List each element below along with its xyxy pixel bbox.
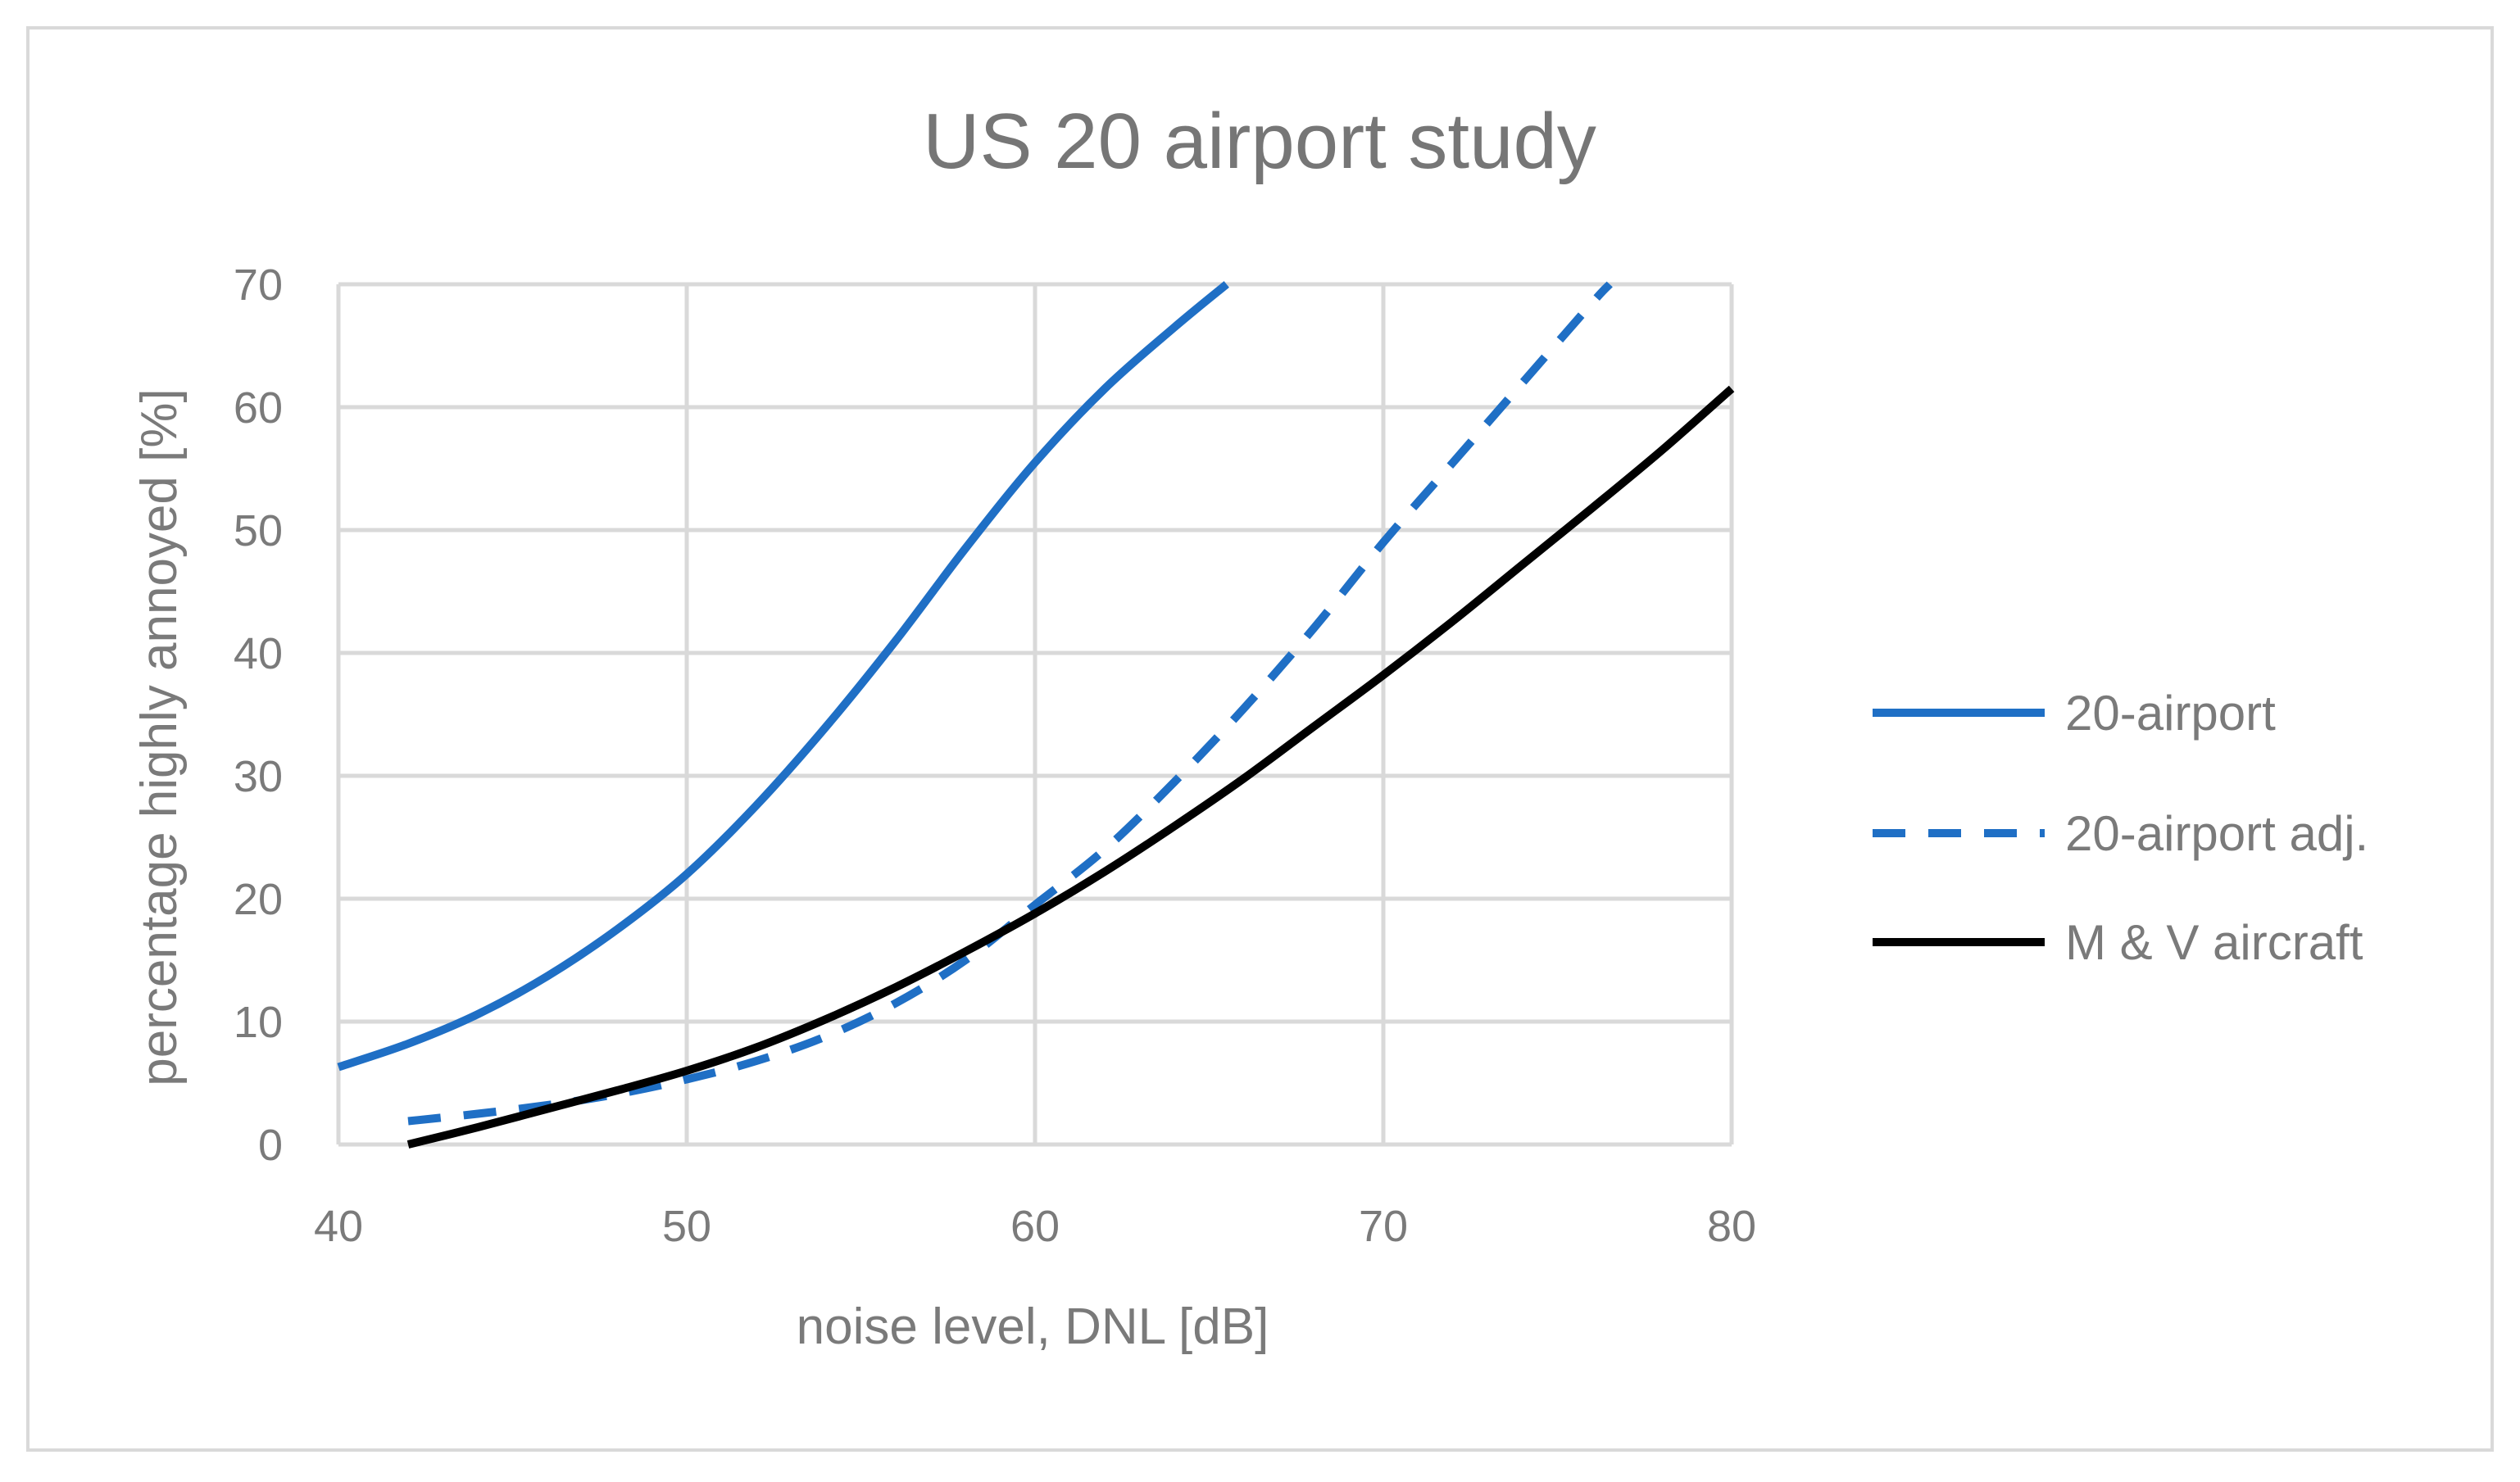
legend-label-2: 20-airport adj. — [2065, 806, 2368, 861]
y-tick-label: 30 — [234, 752, 283, 801]
x-tick-label: 40 — [314, 1202, 363, 1251]
y-tick-label: 0 — [258, 1121, 283, 1170]
x-axis-label: noise level, DNL [dB] — [797, 1298, 1269, 1355]
x-tick-label: 50 — [662, 1202, 711, 1251]
y-tick-label: 40 — [234, 629, 283, 678]
series — [337, 281, 1735, 1149]
chart-border — [26, 26, 2494, 1452]
x-tick-label: 80 — [1707, 1202, 1756, 1251]
series-line-1 — [337, 281, 1229, 1072]
y-tick-label: 10 — [234, 998, 283, 1047]
x-axis-ticks: 40 50 60 70 80 — [314, 1202, 1756, 1251]
y-axis-ticks: 0 10 20 30 40 50 60 70 — [234, 261, 283, 1170]
y-axis-label: percentage highly annoyed [%] — [131, 388, 188, 1085]
y-tick-label: 70 — [234, 261, 283, 310]
series-line-3 — [406, 385, 1735, 1149]
x-tick-label: 70 — [1359, 1202, 1408, 1251]
series-line-2 — [407, 281, 1613, 1126]
legend-label-3: M & V aircraft — [2065, 915, 2363, 970]
legend: 20-airport 20-airport adj. M & V aircraft — [1873, 686, 2368, 970]
y-tick-label: 20 — [234, 875, 283, 924]
chart-title: US 20 airport study — [923, 97, 1596, 185]
y-tick-label: 60 — [234, 383, 283, 433]
x-tick-label: 60 — [1010, 1202, 1060, 1251]
legend-label-1: 20-airport — [2065, 686, 2276, 741]
y-tick-label: 50 — [234, 506, 283, 555]
